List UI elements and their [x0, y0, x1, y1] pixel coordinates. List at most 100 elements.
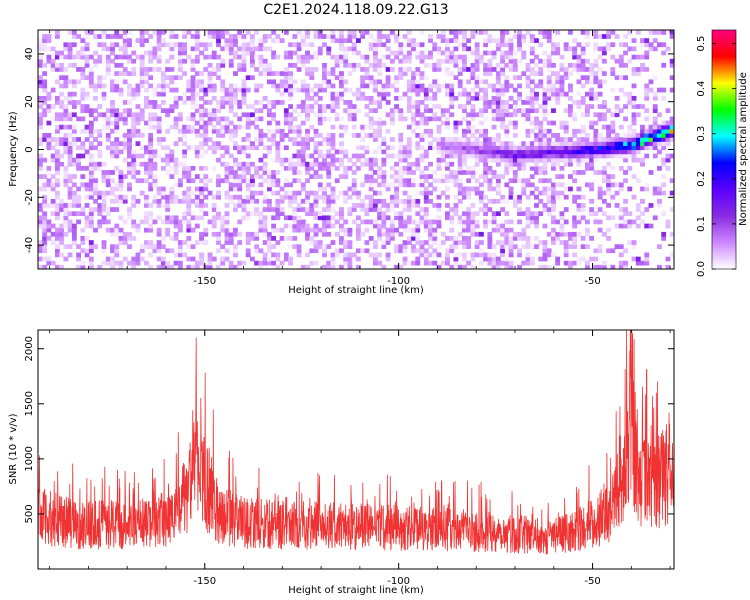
heatmap-cell [466, 165, 472, 171]
heatmap-cell [377, 124, 383, 130]
heatmap-cell [618, 223, 624, 229]
heatmap-cell [199, 198, 204, 204]
heatmap-cell [190, 112, 196, 118]
heatmap-cell [597, 207, 603, 212]
heatmap-cell [470, 141, 476, 146]
heatmap-cell [466, 207, 472, 212]
heatmap-cell [580, 153, 586, 159]
heatmap-cell [491, 170, 497, 175]
heatmap-cell [618, 42, 624, 48]
heatmap-cell [406, 104, 412, 109]
heatmap-cell [67, 223, 73, 229]
heatmap-cell [216, 62, 221, 68]
heatmap-cell [508, 194, 514, 200]
heatmap-cell [46, 91, 52, 97]
heatmap-cell [610, 174, 616, 179]
heatmap-cell [364, 133, 370, 138]
heatmap-cell [559, 75, 565, 81]
heatmap-cell [228, 62, 234, 68]
heatmap-cell [207, 260, 213, 266]
heatmap-cell [542, 153, 548, 159]
heatmap-cell [152, 50, 158, 56]
heatmap-cell [504, 87, 510, 93]
heatmap-cell [470, 124, 476, 130]
heatmap-cell [440, 149, 446, 155]
heatmap-cell [262, 223, 268, 229]
heatmap-cell [160, 83, 166, 89]
heatmap-cell [186, 194, 192, 200]
heatmap-cell [156, 116, 162, 122]
heatmap-cell [559, 153, 565, 159]
heatmap-cell [644, 116, 650, 122]
heatmap-cell [148, 264, 154, 269]
heatmap-cell [300, 149, 306, 155]
heatmap-cell [220, 79, 226, 85]
heatmap-cell [173, 104, 179, 109]
heatmap-cell [627, 100, 633, 105]
heatmap-cell [563, 145, 569, 151]
heatmap-cell [453, 120, 459, 126]
heatmap-cell [241, 42, 247, 48]
heatmap-cell [177, 116, 183, 122]
heatmap-cell [114, 137, 120, 142]
heatmap-cell [63, 211, 69, 217]
heatmap-cell [372, 38, 378, 43]
heatmap-cell [283, 236, 289, 241]
heatmap-cell [631, 54, 637, 60]
heatmap-cell [406, 83, 412, 89]
heatmap-cell [97, 133, 103, 138]
heatmap-cell [292, 79, 298, 85]
heatmap-cell [67, 252, 73, 258]
heatmap-cell [305, 145, 310, 151]
heatmap-cell [504, 30, 510, 35]
heatmap-cell [122, 30, 128, 35]
heatmap-cell [266, 256, 272, 262]
heatmap-cell [127, 58, 132, 64]
heatmap-cell [614, 223, 620, 229]
heatmap-cell [59, 264, 65, 269]
heatmap-cell [525, 219, 531, 225]
heatmap-cell [470, 256, 476, 262]
heatmap-cell [508, 145, 514, 151]
heatmap-cell [135, 133, 141, 138]
heatmap-cell [101, 248, 107, 254]
heatmap-cell [415, 157, 421, 163]
heatmap-cell [580, 170, 586, 175]
heatmap-cell [173, 161, 179, 167]
heatmap-cell [71, 240, 77, 245]
heatmap-cell [313, 34, 319, 39]
heatmap-cell [220, 58, 226, 64]
heatmap-cell [186, 178, 192, 184]
heatmap-cell [292, 50, 298, 56]
heatmap-cell [322, 194, 327, 200]
heatmap-cell [381, 141, 387, 146]
heatmap-cell [487, 67, 493, 72]
heatmap-cell [593, 71, 599, 76]
heatmap-cell [46, 178, 52, 184]
heatmap-cell [245, 42, 251, 48]
heatmap-cell [563, 244, 569, 249]
heatmap-cell [199, 165, 204, 171]
heatmap-cell [669, 30, 674, 35]
heatmap-cell [576, 170, 582, 175]
heatmap-cell [534, 137, 539, 142]
heatmap-cell [398, 198, 404, 204]
heatmap-cell [127, 182, 132, 188]
heatmap-cell [495, 198, 501, 204]
heatmap-cell [42, 42, 48, 48]
heatmap-cell [296, 149, 302, 155]
heatmap-cell [309, 211, 315, 217]
heatmap-cell [500, 244, 505, 249]
heatmap-cell [449, 227, 455, 233]
heatmap-cell [173, 95, 179, 101]
heatmap-cell [250, 58, 255, 64]
heatmap-cell [93, 83, 98, 89]
heatmap-cell [644, 38, 650, 43]
heatmap-cell [551, 108, 556, 114]
heatmap-cell [250, 178, 255, 184]
heatmap-cell [271, 71, 277, 76]
heatmap-cell [491, 100, 497, 105]
heatmap-cell [271, 137, 277, 142]
heatmap-cell [555, 46, 561, 52]
heatmap-cell [80, 50, 86, 56]
